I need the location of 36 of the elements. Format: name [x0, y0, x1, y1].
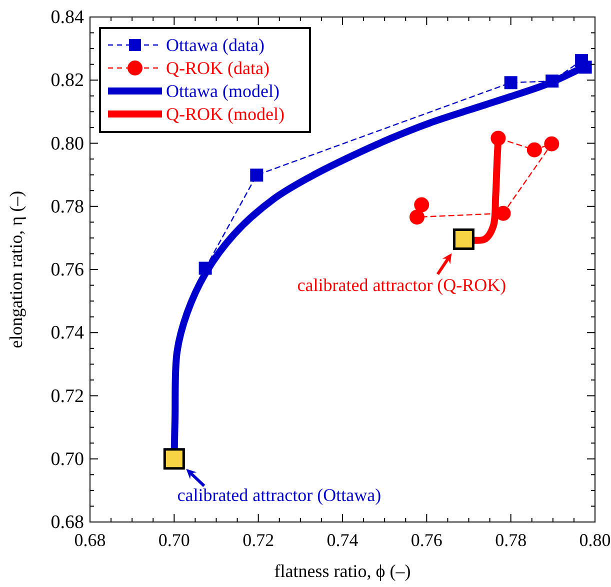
point: [578, 60, 592, 74]
x-tick-label: 0.72: [242, 530, 274, 550]
point: [452, 228, 474, 250]
legend-label: Q-ROK (data): [166, 58, 270, 78]
y-tick-label: 0.68: [50, 512, 84, 533]
x-tick-label: 0.76: [410, 530, 442, 550]
point: [414, 197, 430, 212]
y-tick-label: 0.80: [50, 133, 84, 154]
x-tick-label: 0.78: [495, 530, 527, 550]
point: [163, 448, 185, 470]
y-tick-label: 0.72: [50, 386, 84, 407]
x-tick-label: 0.80: [579, 530, 611, 550]
y-tick-label: 0.82: [50, 70, 84, 92]
legend-label: Q-ROK (model): [166, 104, 284, 124]
annotation: calibrated attractor (Q-ROK): [297, 275, 506, 296]
x-tick-label: 0.68: [74, 530, 106, 550]
point: [198, 262, 212, 275]
text: 0.70: [158, 530, 190, 550]
point: [250, 168, 264, 182]
point: [546, 74, 559, 88]
y-axis-title: elongation ratio, η (–): [6, 190, 26, 348]
point: [504, 76, 518, 90]
y-tick-label: 0.76: [50, 260, 84, 280]
point: [409, 210, 424, 225]
y-tick-label: 0.74: [50, 322, 84, 344]
point: [544, 136, 560, 152]
point: [526, 142, 542, 158]
x-axis-title: flatness ratio, ϕ (–): [274, 561, 411, 581]
legend-label: Ottawa (model): [166, 81, 280, 101]
x-tick-label: 0.74: [326, 530, 358, 550]
y-tick-label: 0.84: [50, 7, 84, 28]
y-tick-label: 0.70: [50, 448, 84, 470]
y-tick-label: 0.78: [50, 196, 84, 218]
point: [490, 130, 506, 146]
annotation: calibrated attractor (Ottawa): [177, 484, 382, 505]
legend-label: Ottawa (data): [166, 35, 264, 55]
